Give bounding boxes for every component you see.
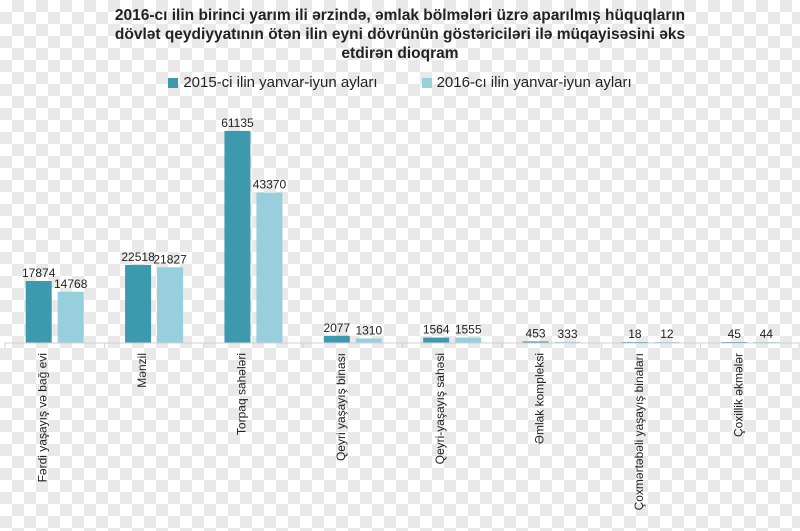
bar-value-label: 2077 [323,321,350,335]
legend-item-2015: 2015-ci ilin yanvar-iyun ayları [168,74,378,91]
bar-2016 [554,341,581,343]
bar-value-label: 12 [660,327,674,341]
x-tick-label: Qeyri-yaşayış sahəsi [433,353,447,464]
chart-legend: 2015-ci ilin yanvar-iyun ayları 2016-cı … [0,74,800,91]
bar-2015 [224,130,251,343]
bar-2015 [423,337,450,343]
bar-2016 [455,337,482,343]
x-tick-label: Torpaq sahələri [234,353,248,435]
x-tick-label: Çoxmərtəbəli yaşayış binaları [632,353,646,510]
bar-value-label: 21827 [153,252,187,266]
bar-value-label: 17874 [22,266,56,280]
bar-value-label: 18 [628,327,642,341]
bar-value-label: 1555 [455,323,482,337]
bar-value-label: 14768 [54,277,88,291]
chart-title-line: 2016-cı ilin birinci yarım ili ərzində, … [114,7,686,24]
bar-2016 [57,291,84,343]
x-tick-label: Fərdi yaşayış və bağ evi [36,353,50,482]
legend-item-2016: 2016-cı ilin yanvar-iyun ayları [421,74,632,91]
bar-value-label: 1310 [355,323,382,337]
bar-value-label: 44 [760,327,774,341]
x-tick-label: Qeyri yaşayış binası [334,353,348,461]
bar-2016 [256,192,283,343]
chart-title-line: dövlət qeydiyyatının ötən ilin eyni dövr… [114,26,686,43]
bar-2015 [125,264,152,343]
legend-label-2016: 2016-cı ilin yanvar-iyun ayları [436,74,632,91]
x-tick-label: Çoxillik əkmələr [731,353,745,437]
bar-2015 [323,335,350,343]
chart-title-line: etdirən dioqram [341,45,459,62]
bar-2016 [157,267,184,343]
bar-2015 [522,341,549,343]
bar-value-label: 45 [728,327,742,341]
bar-2015 [25,280,52,343]
legend-swatch-2015 [168,77,179,88]
bar-2016 [355,338,382,343]
bar-value-label: 61135 [221,116,254,130]
bar-value-label: 22518 [121,250,155,264]
bar-value-label: 453 [526,326,546,340]
bar-value-label: 1564 [423,323,450,337]
legend-label-2015: 2015-ci ilin yanvar-iyun ayları [183,74,378,91]
x-tick-label: Əmlak kompleksi [533,353,547,444]
legend-swatch-2016 [421,77,432,88]
chart-title: 2016-cı ilin birinci yarım ili ərzində, … [60,6,740,63]
bar-value-label: 333 [558,327,578,341]
x-tick-label: Mənzil [135,353,149,388]
bar-value-label: 43370 [253,178,287,192]
